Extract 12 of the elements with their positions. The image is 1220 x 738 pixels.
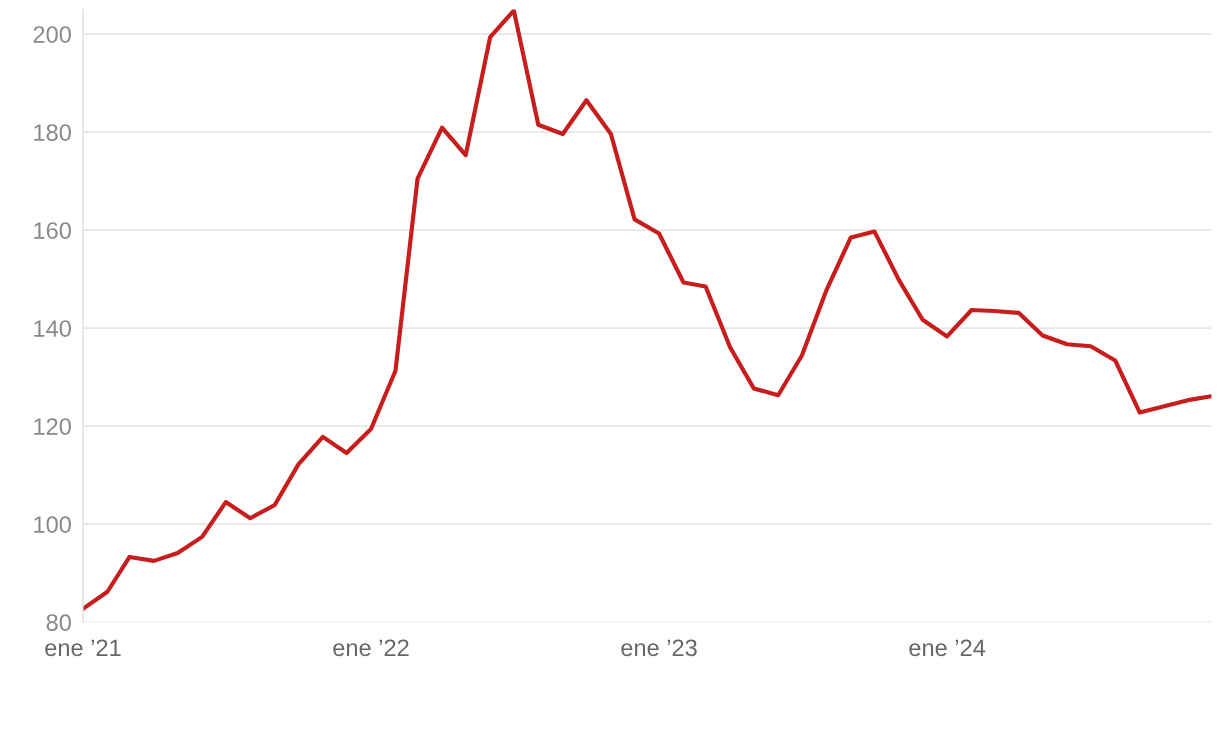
y-tick-label: 140 <box>34 320 71 337</box>
y-tick-label: 100 <box>34 516 71 533</box>
x-tick-label: ene ’21 <box>45 639 121 657</box>
x-tick-label: ene ’24 <box>909 639 986 657</box>
x-tick-label: ene ’23 <box>621 639 697 657</box>
y-tick-label: 200 <box>33 26 71 43</box>
y-tick-label: 80 <box>46 614 71 631</box>
y-tick-label: 120 <box>34 418 71 435</box>
x-tick-label: ene ’22 <box>333 639 409 657</box>
line-series <box>82 9 1212 611</box>
y-tick-label: 180 <box>34 124 71 141</box>
y-tick-label: 160 <box>34 222 71 239</box>
